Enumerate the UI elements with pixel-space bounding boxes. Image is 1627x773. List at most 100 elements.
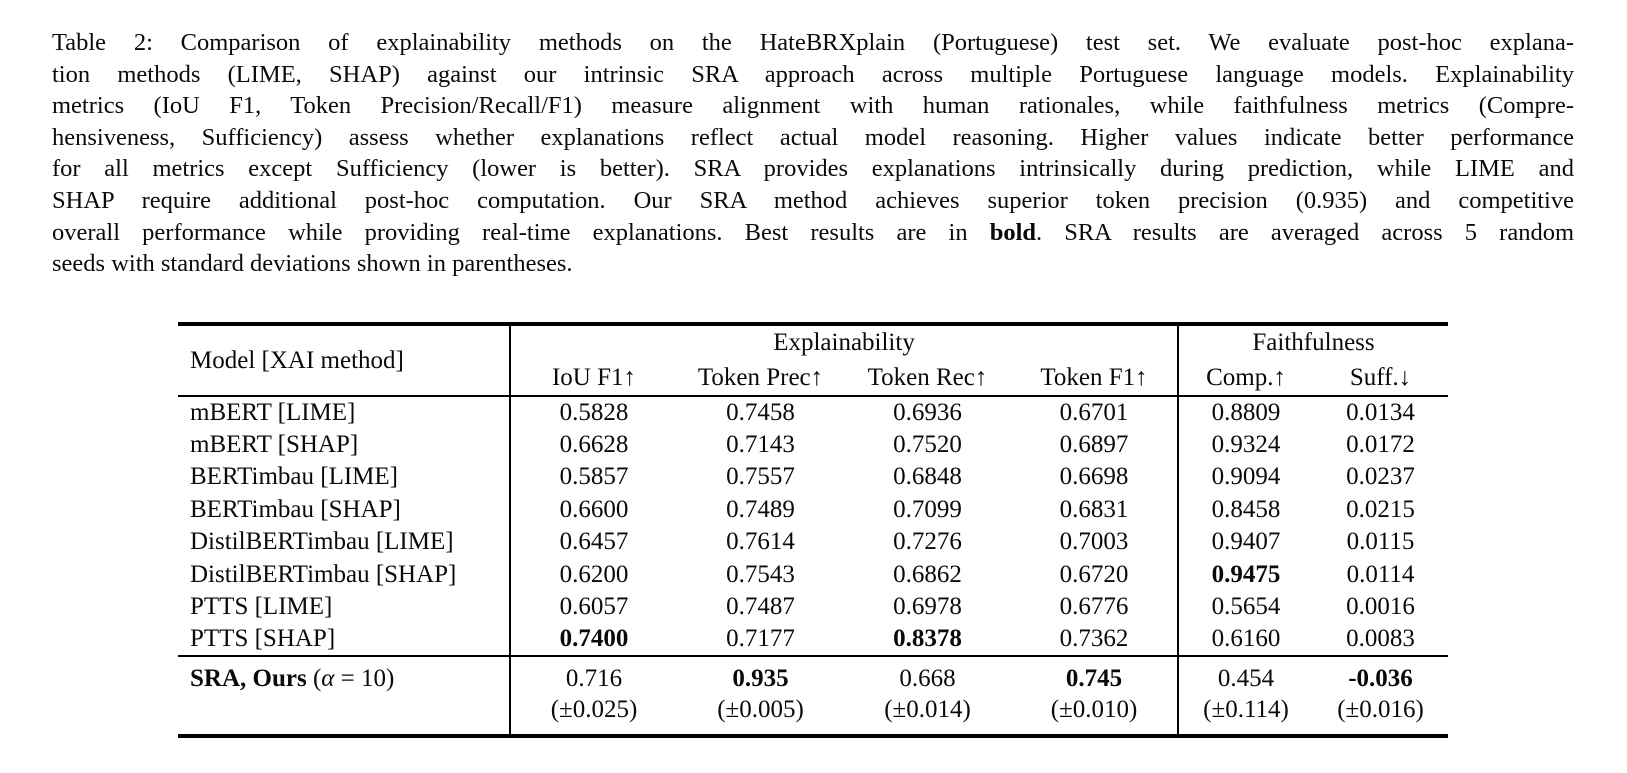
row-model-label: mBERT [SHAP]: [190, 430, 359, 458]
table-cell: 0.5654: [1177, 591, 1314, 624]
row-model-label: mBERT [LIME]: [190, 398, 356, 426]
std-cell: (±0.016): [1337, 696, 1424, 723]
alpha-symbol: α: [321, 665, 335, 692]
row-model-label: PTTS [LIME]: [190, 593, 333, 621]
table-cell: 0.7143: [726, 430, 795, 458]
column-header-token-prec: Token Prec↑: [677, 360, 844, 397]
table-cell: 0.8809: [1177, 396, 1314, 429]
sra-label-paren: (: [306, 665, 322, 692]
table-cell: 0.7458: [726, 398, 795, 426]
column-header-iou-f1: IoU F1↑: [509, 360, 677, 397]
std-cell: (±0.114): [1177, 694, 1314, 736]
caption-line-2: tion methods (LIME, SHAP) against our in…: [52, 60, 1574, 88]
table-cell: 0.716: [509, 655, 677, 694]
table-cell: 0.9324: [1177, 428, 1314, 461]
column-header-comp: Comp.↑: [1177, 360, 1314, 397]
table-cell: 0.7099: [893, 495, 962, 523]
caption-line-1: Table 2: Comparison of explainability me…: [52, 29, 1574, 56]
table-cell: 0.6457: [509, 526, 677, 559]
table-cell: 0.6600: [509, 493, 677, 526]
table-cell-best: 0.9475: [1177, 558, 1314, 591]
table-cell: 0.5828: [509, 396, 677, 429]
table-cell: 0.6831: [1059, 495, 1129, 523]
table-cell: 0.0237: [1346, 463, 1415, 491]
table-cell-best: 0.8378: [893, 625, 962, 653]
table-cell-best: -0.036: [1313, 655, 1449, 694]
table-cell: 0.7177: [726, 625, 795, 653]
table-row: PTTS [LIME] 0.6057 0.7487 0.6978 0.6776 …: [178, 591, 1448, 624]
table-cell-best: 0.7400: [509, 623, 677, 656]
row-model-label: DistilBERTimbau [LIME]: [190, 528, 454, 556]
table-cell: 0.7489: [726, 495, 795, 523]
table-row: BERTimbau [SHAP] 0.6600 0.7489 0.7099 0.…: [178, 493, 1448, 526]
table-cell: 0.6200: [509, 558, 677, 591]
group-header-faithfulness: Faithfulness: [1177, 324, 1449, 360]
caption-line-4: hensiveness, Sufficiency) assess whether…: [52, 123, 1574, 151]
row-model-label: PTTS [SHAP]: [190, 625, 336, 653]
table-cell: 0.5857: [509, 461, 677, 494]
table-cell: 0.6897: [1059, 430, 1129, 458]
column-header-suff: Suff.↓: [1313, 360, 1449, 397]
caption-bold-word: bold: [989, 218, 1037, 246]
column-header-model: Model [XAI method]: [178, 324, 510, 397]
table-cell: 0.668: [844, 655, 1011, 694]
table-cell: 0.6936: [893, 398, 962, 426]
sra-label-name: SRA, Ours: [190, 665, 307, 692]
group-header-explainability: Explainability: [508, 324, 1179, 360]
table-cell: 0.0114: [1346, 560, 1415, 588]
row-model-label: BERTimbau [LIME]: [190, 463, 398, 491]
table-cell: 0.454: [1177, 655, 1314, 694]
table-cell: 0.0083: [1346, 625, 1415, 653]
sra-row: SRA, Ours (α = 10) 0.716 0.935 0.668 0.7…: [178, 655, 1449, 736]
column-header-token-f1: Token F1↑: [1011, 360, 1179, 397]
table-cell: 0.9094: [1177, 461, 1314, 494]
table-cell: 0.7362: [1059, 625, 1129, 653]
caption-text: overall performance while providing real…: [52, 218, 990, 246]
results-table: Model [XAI method] Explainability Faithf…: [178, 322, 1449, 738]
table-cell: 0.6720: [1059, 560, 1129, 588]
row-model-label: BERTimbau [SHAP]: [190, 495, 401, 523]
table-cell: 0.0115: [1346, 528, 1415, 556]
caption-line-7: overall performance while providing real…: [52, 217, 1574, 249]
table-row: BERTimbau [LIME] 0.5857 0.7557 0.6848 0.…: [178, 461, 1448, 494]
table-cell-best: 0.935: [677, 655, 844, 694]
caption-line-3: metrics (IoU F1, Token Precision/Recall/…: [52, 92, 1574, 120]
table-cell: 0.6628: [509, 428, 677, 461]
table-row: DistilBERTimbau [SHAP] 0.6200 0.7543 0.6…: [178, 558, 1448, 591]
sra-row-label: SRA, Ours (α = 10): [178, 655, 510, 736]
row-model-label: DistilBERTimbau [SHAP]: [190, 560, 457, 588]
std-cell: (±0.010): [1050, 696, 1138, 723]
results-table-container: Model [XAI method] Explainability Faithf…: [178, 322, 1449, 738]
table-row: mBERT [SHAP] 0.6628 0.7143 0.7520 0.6897…: [178, 428, 1448, 461]
table-row: PTTS [SHAP] 0.7400 0.7177 0.8378 0.7362 …: [178, 623, 1448, 656]
table-cell: 0.7003: [1059, 528, 1129, 556]
table-cell: 0.6698: [1059, 463, 1129, 491]
table-cell: 0.0172: [1346, 430, 1415, 458]
caption-line-6: SHAP require additional post-hoc computa…: [52, 186, 1574, 214]
table-cell: 0.6862: [893, 560, 962, 588]
table-cell: 0.6978: [893, 593, 962, 621]
caption-line-8: seeds with standard deviations shown in …: [52, 250, 573, 278]
table-cell: 0.6848: [893, 463, 962, 491]
caption-text: . SRA results are averaged across 5 rand…: [1036, 218, 1574, 246]
sra-label-value: = 10): [334, 665, 395, 692]
table-caption: Table 2: Comparison of explainability me…: [52, 27, 1574, 280]
table-row: mBERT [LIME] 0.5828 0.7458 0.6936 0.6701…: [178, 396, 1448, 429]
caption-line-5: for all metrics except Sufficiency (lowe…: [52, 155, 1574, 183]
table-cell-best: 0.745: [1011, 655, 1179, 694]
table-cell: 0.7520: [893, 430, 962, 458]
table-cell: 0.7487: [726, 593, 795, 621]
column-header-token-rec: Token Rec↑: [844, 360, 1011, 397]
table-cell: 0.0134: [1346, 398, 1415, 426]
table-cell: 0.6160: [1177, 623, 1314, 656]
table-cell: 0.7614: [726, 528, 795, 556]
table-cell: 0.8458: [1177, 493, 1314, 526]
std-cell: (±0.005): [717, 696, 804, 723]
table-cell: 0.6057: [509, 591, 677, 624]
table-cell: 0.7543: [726, 560, 795, 588]
table-row: DistilBERTimbau [LIME] 0.6457 0.7614 0.7…: [178, 526, 1448, 559]
std-cell: (±0.014): [884, 696, 971, 723]
table-cell: 0.0016: [1346, 593, 1415, 621]
table-cell: 0.7557: [726, 463, 795, 491]
std-cell: (±0.025): [509, 694, 677, 736]
